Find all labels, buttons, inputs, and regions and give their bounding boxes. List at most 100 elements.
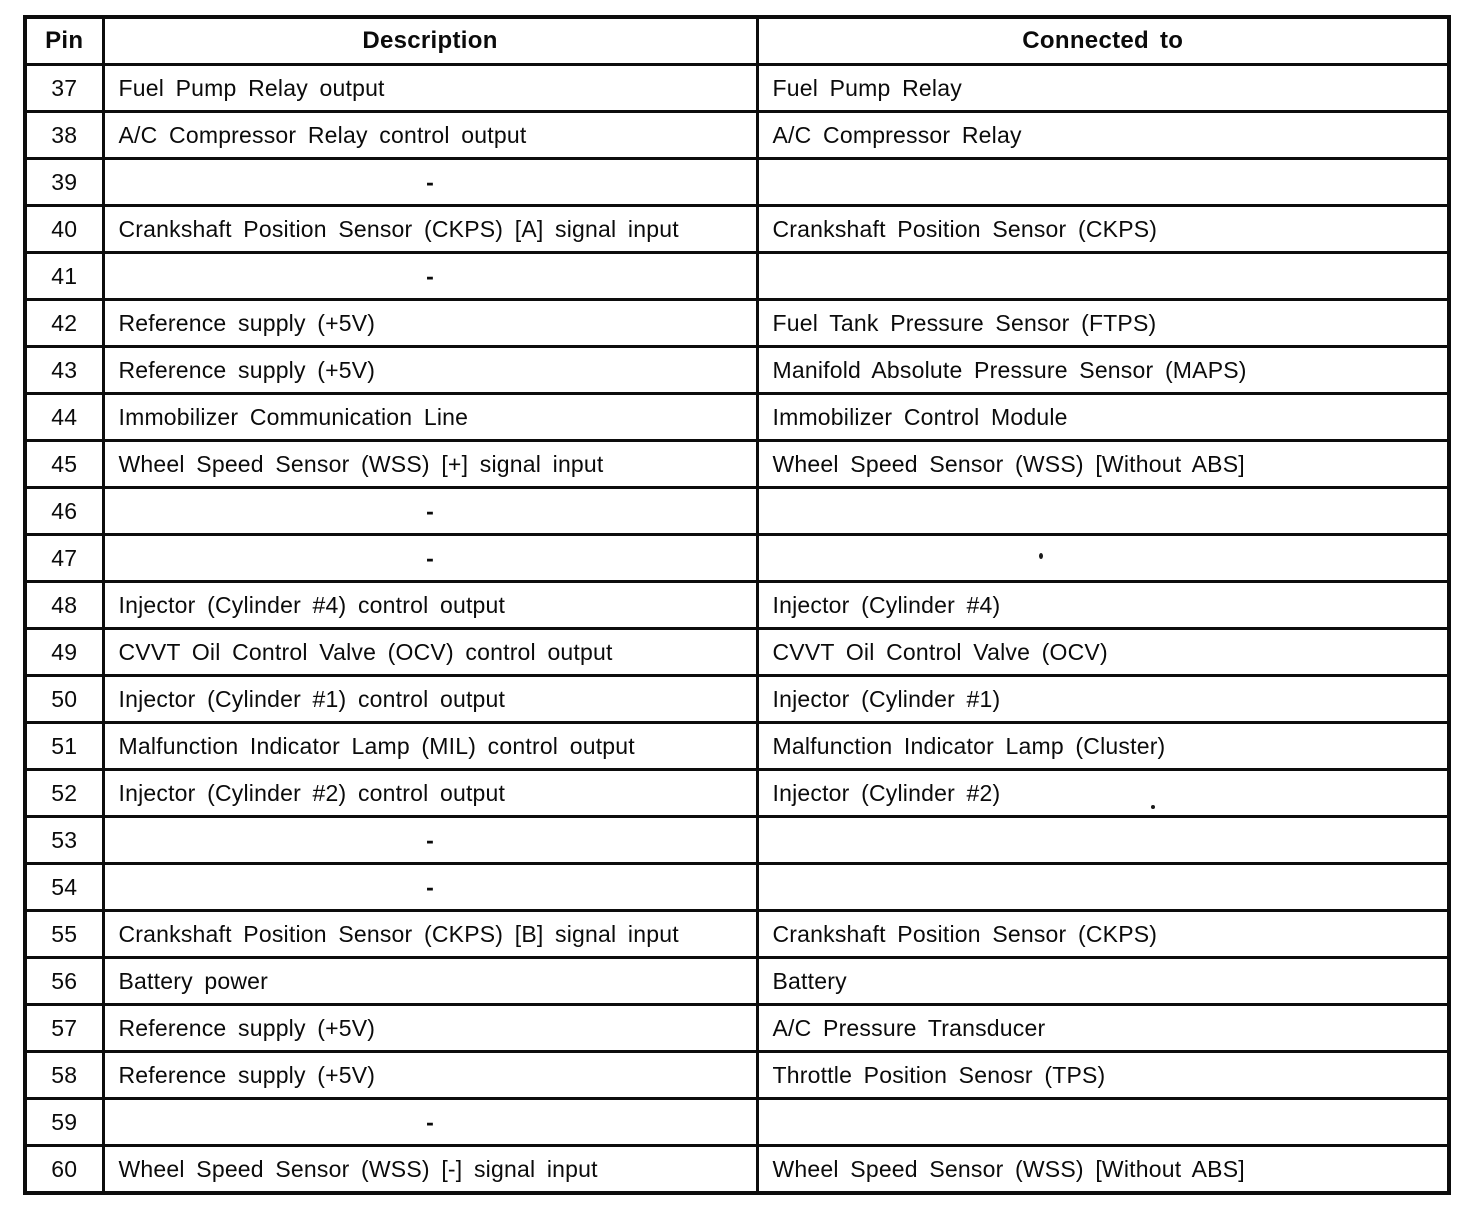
cell-connected-to: A/C Compressor Relay bbox=[755, 110, 1451, 160]
table-row: 47- bbox=[23, 533, 1451, 583]
cell-pin: 57 bbox=[23, 1003, 105, 1053]
cell-pin: 50 bbox=[23, 674, 105, 724]
cell-connected-to bbox=[755, 157, 1451, 207]
pinout-table: Pin Description Connected to 37 Fuel Pump… bbox=[23, 15, 1451, 1195]
cell-connected-to: A/C Pressure Transducer bbox=[755, 1003, 1451, 1053]
table-row: 48 Injector (Cylinder #4) control output I… bbox=[23, 580, 1451, 630]
cell-connected-to: Injector (Cylinder #2) bbox=[755, 768, 1451, 818]
table-row: 49 CVVT Oil Control Valve (OCV) control o… bbox=[23, 627, 1451, 677]
table-row: 43 Reference supply (+5V) Manifold Absolut… bbox=[23, 345, 1451, 395]
cell-description: Reference supply (+5V) bbox=[101, 345, 759, 395]
cell-pin: 51 bbox=[23, 721, 105, 771]
cell-description: Injector (Cylinder #2) control output bbox=[101, 768, 759, 818]
cell-pin: 59 bbox=[23, 1097, 105, 1147]
cell-description: Battery power bbox=[101, 956, 759, 1006]
pinout-table-header: Pin Description Connected to bbox=[23, 15, 1451, 66]
cell-description: Crankshaft Position Sensor (CKPS) [B] si… bbox=[101, 909, 759, 959]
cell-pin: 46 bbox=[23, 486, 105, 536]
cell-description: CVVT Oil Control Valve (OCV) control out… bbox=[101, 627, 759, 677]
cell-description: Injector (Cylinder #4) control output bbox=[101, 580, 759, 630]
cell-pin: 42 bbox=[23, 298, 105, 348]
cell-description: Fuel Pump Relay output bbox=[101, 63, 759, 113]
table-row: 41- bbox=[23, 251, 1451, 301]
cell-pin: 54 bbox=[23, 862, 105, 912]
cell-connected-to: Immobilizer Control Module bbox=[755, 392, 1451, 442]
cell-description: Reference supply (+5V) bbox=[101, 298, 759, 348]
cell-connected-to bbox=[755, 1097, 1451, 1147]
table-row: 38 A/C Compressor Relay control output A/C… bbox=[23, 110, 1451, 160]
scan-speck bbox=[1039, 553, 1043, 559]
cell-pin: 58 bbox=[23, 1050, 105, 1100]
cell-connected-to bbox=[755, 533, 1451, 583]
cell-connected-to: Battery bbox=[755, 956, 1451, 1006]
cell-pin: 60 bbox=[23, 1144, 105, 1195]
cell-description: Immobilizer Communication Line bbox=[101, 392, 759, 442]
cell-pin: 48 bbox=[23, 580, 105, 630]
cell-connected-to: Manifold Absolute Pressure Sensor (MAPS) bbox=[755, 345, 1451, 395]
scan-speck bbox=[1151, 805, 1155, 809]
table-row: 57 Reference supply (+5V) A/C Pressure Tra… bbox=[23, 1003, 1451, 1053]
table-row: 37 Fuel Pump Relay output Fuel Pump Relay bbox=[23, 63, 1451, 113]
cell-pin: 37 bbox=[23, 63, 105, 113]
column-header-description: Description bbox=[101, 15, 759, 66]
column-header-connected-to: Connected to bbox=[755, 15, 1451, 66]
cell-description: Malfunction Indicator Lamp (MIL) control… bbox=[101, 721, 759, 771]
cell-pin: 41 bbox=[23, 251, 105, 301]
cell-connected-to: Fuel Pump Relay bbox=[755, 63, 1451, 113]
table-row: 45 Wheel Speed Sensor (WSS) [+] signal in… bbox=[23, 439, 1451, 489]
cell-description: - bbox=[101, 815, 759, 865]
cell-description: - bbox=[101, 486, 759, 536]
cell-description: - bbox=[101, 157, 759, 207]
table-row: 39- bbox=[23, 157, 1451, 207]
table-row: 54- bbox=[23, 862, 1451, 912]
table-row: 59- bbox=[23, 1097, 1451, 1147]
cell-pin: 44 bbox=[23, 392, 105, 442]
cell-description: - bbox=[101, 533, 759, 583]
cell-connected-to: Wheel Speed Sensor (WSS) [Without ABS] bbox=[755, 1144, 1451, 1195]
cell-description: Crankshaft Position Sensor (CKPS) [A] si… bbox=[101, 204, 759, 254]
table-row: 60 Wheel Speed Sensor (WSS) [-] signal in… bbox=[23, 1144, 1451, 1195]
pinout-table-body: 37 Fuel Pump Relay output Fuel Pump Relay 3… bbox=[23, 63, 1451, 1195]
table-row: 55 Crankshaft Position Sensor (CKPS) [B] … bbox=[23, 909, 1451, 959]
cell-pin: 43 bbox=[23, 345, 105, 395]
cell-description: - bbox=[101, 1097, 759, 1147]
cell-description: - bbox=[101, 862, 759, 912]
cell-connected-to bbox=[755, 251, 1451, 301]
cell-connected-to: Crankshaft Position Sensor (CKPS) bbox=[755, 909, 1451, 959]
cell-connected-to: Crankshaft Position Sensor (CKPS) bbox=[755, 204, 1451, 254]
cell-pin: 39 bbox=[23, 157, 105, 207]
table-row: 52 Injector (Cylinder #2) control output I… bbox=[23, 768, 1451, 818]
cell-pin: 40 bbox=[23, 204, 105, 254]
cell-description: Wheel Speed Sensor (WSS) [-] signal inpu… bbox=[101, 1144, 759, 1195]
table-row: 53- bbox=[23, 815, 1451, 865]
table-row: 51 Malfunction Indicator Lamp (MIL) contr… bbox=[23, 721, 1451, 771]
cell-description: A/C Compressor Relay control output bbox=[101, 110, 759, 160]
table-row: 56 Battery power Battery bbox=[23, 956, 1451, 1006]
cell-description: Injector (Cylinder #1) control output bbox=[101, 674, 759, 724]
cell-connected-to bbox=[755, 486, 1451, 536]
cell-connected-to: Wheel Speed Sensor (WSS) [Without ABS] bbox=[755, 439, 1451, 489]
cell-description: Reference supply (+5V) bbox=[101, 1003, 759, 1053]
cell-pin: 45 bbox=[23, 439, 105, 489]
cell-connected-to bbox=[755, 862, 1451, 912]
cell-description: Wheel Speed Sensor (WSS) [+] signal inpu… bbox=[101, 439, 759, 489]
cell-pin: 55 bbox=[23, 909, 105, 959]
table-row: 40 Crankshaft Position Sensor (CKPS) [A] … bbox=[23, 204, 1451, 254]
column-header-pin: Pin bbox=[23, 15, 105, 66]
cell-pin: 47 bbox=[23, 533, 105, 583]
cell-description: Reference supply (+5V) bbox=[101, 1050, 759, 1100]
header-row: Pin Description Connected to bbox=[23, 15, 1451, 66]
cell-connected-to: Fuel Tank Pressure Sensor (FTPS) bbox=[755, 298, 1451, 348]
cell-pin: 56 bbox=[23, 956, 105, 1006]
cell-description: - bbox=[101, 251, 759, 301]
cell-connected-to: Injector (Cylinder #4) bbox=[755, 580, 1451, 630]
cell-connected-to: Malfunction Indicator Lamp (Cluster) bbox=[755, 721, 1451, 771]
cell-pin: 52 bbox=[23, 768, 105, 818]
table-row: 46- bbox=[23, 486, 1451, 536]
table-row: 42 Reference supply (+5V) Fuel Tank Pressu… bbox=[23, 298, 1451, 348]
cell-connected-to: Throttle Position Senosr (TPS) bbox=[755, 1050, 1451, 1100]
cell-pin: 49 bbox=[23, 627, 105, 677]
cell-connected-to bbox=[755, 815, 1451, 865]
cell-connected-to: Injector (Cylinder #1) bbox=[755, 674, 1451, 724]
cell-pin: 53 bbox=[23, 815, 105, 865]
